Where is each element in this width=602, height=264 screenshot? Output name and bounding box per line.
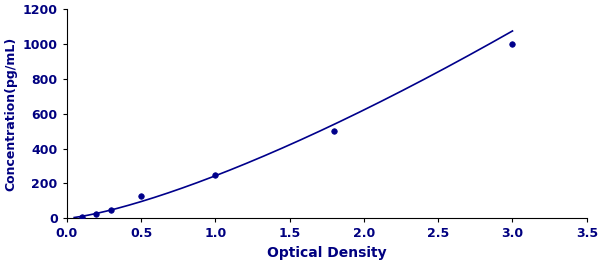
- X-axis label: Optical Density: Optical Density: [267, 246, 386, 260]
- Y-axis label: Concentration(pg/mL): Concentration(pg/mL): [4, 37, 17, 191]
